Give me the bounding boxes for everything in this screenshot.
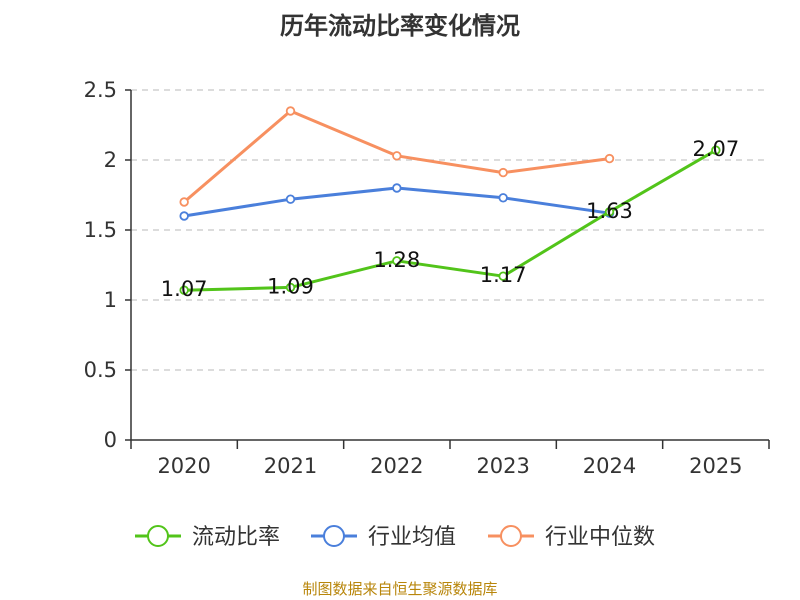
x-tick-label: 2025 (689, 454, 742, 478)
data-label: 1.09 (267, 274, 314, 298)
data-point (392, 256, 402, 266)
data-point (604, 207, 615, 217)
data-point (179, 197, 189, 207)
data-label: 1.07 (161, 277, 208, 301)
data-point (498, 271, 508, 281)
data-point (392, 183, 402, 193)
legend-swatch-marker (323, 525, 345, 547)
data-labels: 1.07 1.09 1.28 1.17 1.63 2.07 (161, 137, 739, 301)
data-point (711, 145, 721, 155)
y-tick-labels: 0 0.5 1 1.5 2 2.5 (84, 78, 117, 452)
data-label: 1.17 (480, 263, 527, 287)
legend-swatch-marker (147, 525, 169, 547)
x-tick-label: 2024 (583, 454, 636, 478)
data-point (285, 106, 296, 116)
data-label: 2.07 (692, 137, 739, 161)
series-line (184, 148, 717, 292)
data-label: 1.63 (586, 199, 633, 223)
grid-lines (125, 89, 769, 441)
legend-label: 行业中位数 (545, 525, 655, 550)
data-label: 1.28 (373, 248, 420, 272)
data-point (285, 194, 296, 204)
axes (130, 90, 770, 449)
y-tick-label: 2 (104, 148, 117, 172)
y-tick-label: 0.5 (84, 358, 117, 382)
x-tick-labels: 2020 2021 2022 2023 2024 2025 (157, 454, 742, 478)
y-tick-label: 1.5 (84, 218, 117, 242)
legend-label: 流动比率 (192, 525, 280, 550)
series-lines (179, 106, 721, 295)
chart-title: 历年流动比率变化情况 (280, 12, 520, 40)
legend: 流动比率 行业均值 行业中位数 (135, 525, 655, 550)
y-tick-label: 0 (104, 428, 117, 452)
data-point (498, 193, 508, 203)
y-tick-label: 1 (104, 288, 117, 312)
x-tick-label: 2023 (476, 454, 529, 478)
data-point (604, 153, 615, 164)
data-point (179, 211, 189, 221)
legend-swatch-marker (500, 525, 522, 547)
data-point (498, 167, 508, 178)
x-tick-label: 2020 (157, 454, 210, 478)
y-tick-label: 2.5 (84, 78, 117, 102)
data-point (179, 285, 189, 295)
legend-label: 行业均值 (368, 525, 456, 550)
data-point (392, 151, 402, 161)
x-tick-label: 2022 (370, 454, 423, 478)
x-tick-label: 2021 (264, 454, 317, 478)
data-point (285, 282, 296, 293)
source-note: 制图数据来自恒生聚源数据库 (302, 580, 498, 598)
